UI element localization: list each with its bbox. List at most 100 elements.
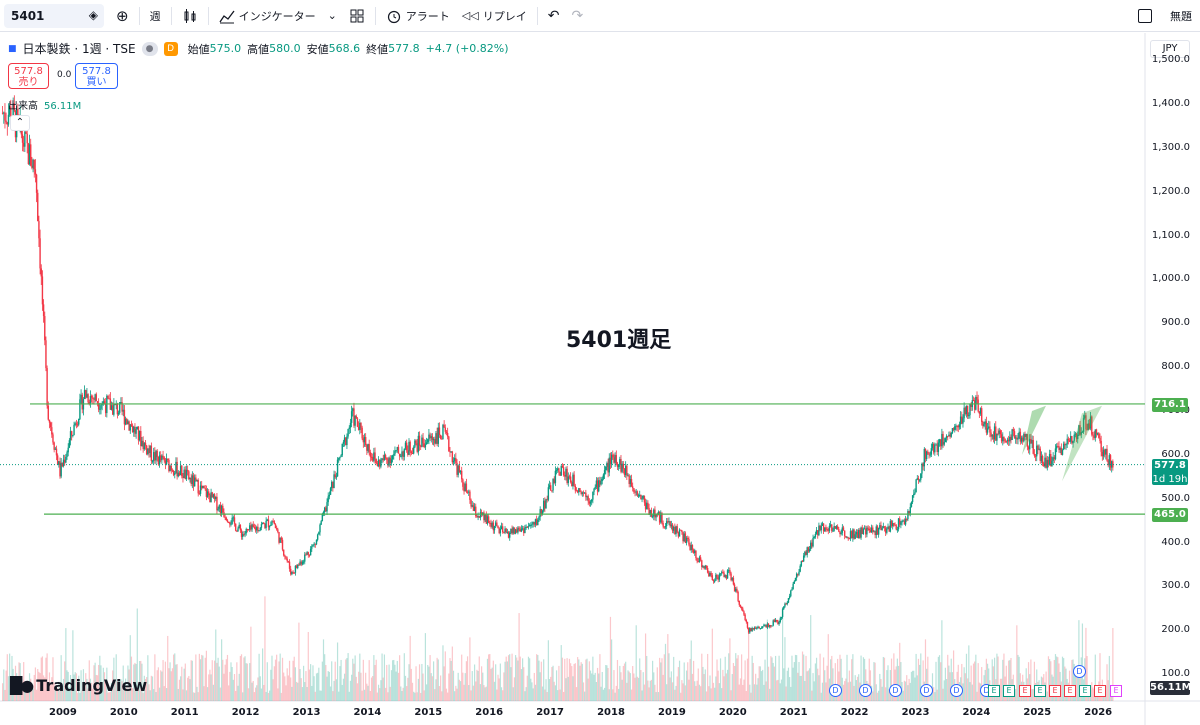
chart-area[interactable] xyxy=(0,33,1200,725)
candle-body xyxy=(998,430,1000,434)
volume-bar xyxy=(934,692,936,701)
volume-bar xyxy=(87,688,89,701)
replay-button[interactable]: ◁◁ リプレイ xyxy=(456,2,533,30)
candle-body xyxy=(5,120,7,123)
candle-body xyxy=(943,441,945,445)
earnings-event-icon[interactable]: E xyxy=(1064,685,1076,697)
candle-body xyxy=(669,521,671,527)
earnings-event-icon[interactable]: E xyxy=(1019,685,1031,697)
candle-body xyxy=(842,527,845,531)
volume-bar xyxy=(163,686,165,701)
earnings-event-icon[interactable]: E xyxy=(1079,685,1091,697)
candle-body xyxy=(318,532,320,535)
layouts-button[interactable] xyxy=(343,2,371,30)
undo-button[interactable]: ↶ xyxy=(542,2,566,30)
candle-body xyxy=(828,525,831,531)
dividend-event-icon[interactable]: D xyxy=(920,684,933,697)
volume-bar xyxy=(429,655,431,701)
volume-bar xyxy=(413,691,415,701)
candle-body xyxy=(950,432,952,437)
symbol-search[interactable]: 5401 ◈ xyxy=(4,3,104,28)
volume-bar xyxy=(606,665,608,701)
indicators-button[interactable]: インジケーター ⌄ xyxy=(213,2,343,30)
candle-body xyxy=(724,575,726,577)
candle-body xyxy=(901,520,903,523)
volume-bar xyxy=(479,684,482,701)
candle-body xyxy=(192,475,195,487)
earnings-event-icon[interactable]: E xyxy=(1034,685,1046,697)
candle-body xyxy=(1107,460,1109,466)
earnings-event-icon[interactable]: E xyxy=(1049,685,1061,697)
earnings-event-icon[interactable]: E xyxy=(1003,685,1015,697)
volume-bar xyxy=(851,659,853,701)
candle-body xyxy=(24,131,26,147)
earnings-event-icon[interactable]: E xyxy=(1110,685,1122,697)
tradingview-logo[interactable]: █● TradingView xyxy=(10,676,147,695)
candle-body xyxy=(78,419,80,425)
volume-bar xyxy=(762,669,764,701)
visibility-icon[interactable]: ● xyxy=(141,41,158,56)
collapse-legend-button[interactable]: ⌃ xyxy=(10,115,30,131)
dividend-event-icon[interactable]: D xyxy=(1073,665,1086,678)
volume-bar xyxy=(813,681,815,701)
earnings-event-icon[interactable]: E xyxy=(1094,685,1106,697)
dividend-event-icon[interactable]: D xyxy=(889,684,902,697)
candle-body xyxy=(239,524,242,531)
price-chart[interactable] xyxy=(0,33,1200,725)
volume-bar xyxy=(687,662,689,701)
dividend-event-icon[interactable]: D xyxy=(829,684,842,697)
currency-selector[interactable]: JPY xyxy=(1150,40,1190,58)
candle-body xyxy=(130,424,133,427)
volume-bar xyxy=(609,616,612,701)
earnings-event-icon[interactable]: E xyxy=(988,685,1000,697)
candle-body xyxy=(154,452,156,461)
candle-body xyxy=(866,527,868,535)
chart-type-button[interactable] xyxy=(176,2,204,30)
data-badge[interactable]: D xyxy=(163,41,178,56)
interval-button[interactable]: 週 xyxy=(144,2,167,30)
volume-bar xyxy=(210,674,212,701)
volume-bar xyxy=(711,628,713,701)
compare-button[interactable]: ⊕ xyxy=(110,2,135,30)
candle-body xyxy=(149,445,151,454)
volume-bar xyxy=(615,685,617,701)
candle-body xyxy=(564,474,566,477)
candle-body xyxy=(917,478,920,481)
chart-annotation-title[interactable]: 5401週足 xyxy=(566,328,672,353)
volume-bar xyxy=(358,671,360,701)
symbol-title[interactable]: 日本製鉄 · 1週 · TSE xyxy=(22,42,136,56)
volume-bar xyxy=(548,679,551,701)
volume-bar xyxy=(188,675,190,701)
candle-body xyxy=(437,427,439,444)
volume-bar xyxy=(481,666,483,701)
candle-body xyxy=(814,534,817,537)
layout-name[interactable]: 無題 xyxy=(1170,10,1192,23)
volume-bar xyxy=(637,677,640,701)
redo-button[interactable]: ↷ xyxy=(565,2,589,30)
candle-body xyxy=(1100,440,1102,452)
dividend-event-icon[interactable]: D xyxy=(859,684,872,697)
candle-body xyxy=(752,628,755,630)
volume-bar xyxy=(455,685,457,701)
candle-body xyxy=(731,577,733,581)
volume-bar xyxy=(135,663,137,701)
volume-bar xyxy=(901,682,903,701)
candle-body xyxy=(451,451,454,463)
dividend-event-icon[interactable]: D xyxy=(950,684,963,697)
symbol-sync-icon[interactable]: ◈ xyxy=(88,7,98,22)
sell-button[interactable]: 577.8 売り xyxy=(8,63,49,89)
volume-bar xyxy=(930,691,932,701)
candle-body xyxy=(890,521,893,527)
candle-body xyxy=(624,465,627,475)
layout-checkbox[interactable] xyxy=(1138,9,1152,23)
candle-body xyxy=(415,440,417,444)
candle-body xyxy=(143,442,146,450)
trend-arrow-drawing xyxy=(1062,405,1102,482)
buy-button[interactable]: 577.8 買い xyxy=(75,63,118,89)
alert-button[interactable]: アラート xyxy=(380,2,456,30)
candle-body xyxy=(411,453,414,455)
volume-bar xyxy=(914,677,916,701)
volume-bar xyxy=(351,674,353,701)
candle-body xyxy=(309,548,312,556)
volume-bar xyxy=(1084,658,1086,701)
